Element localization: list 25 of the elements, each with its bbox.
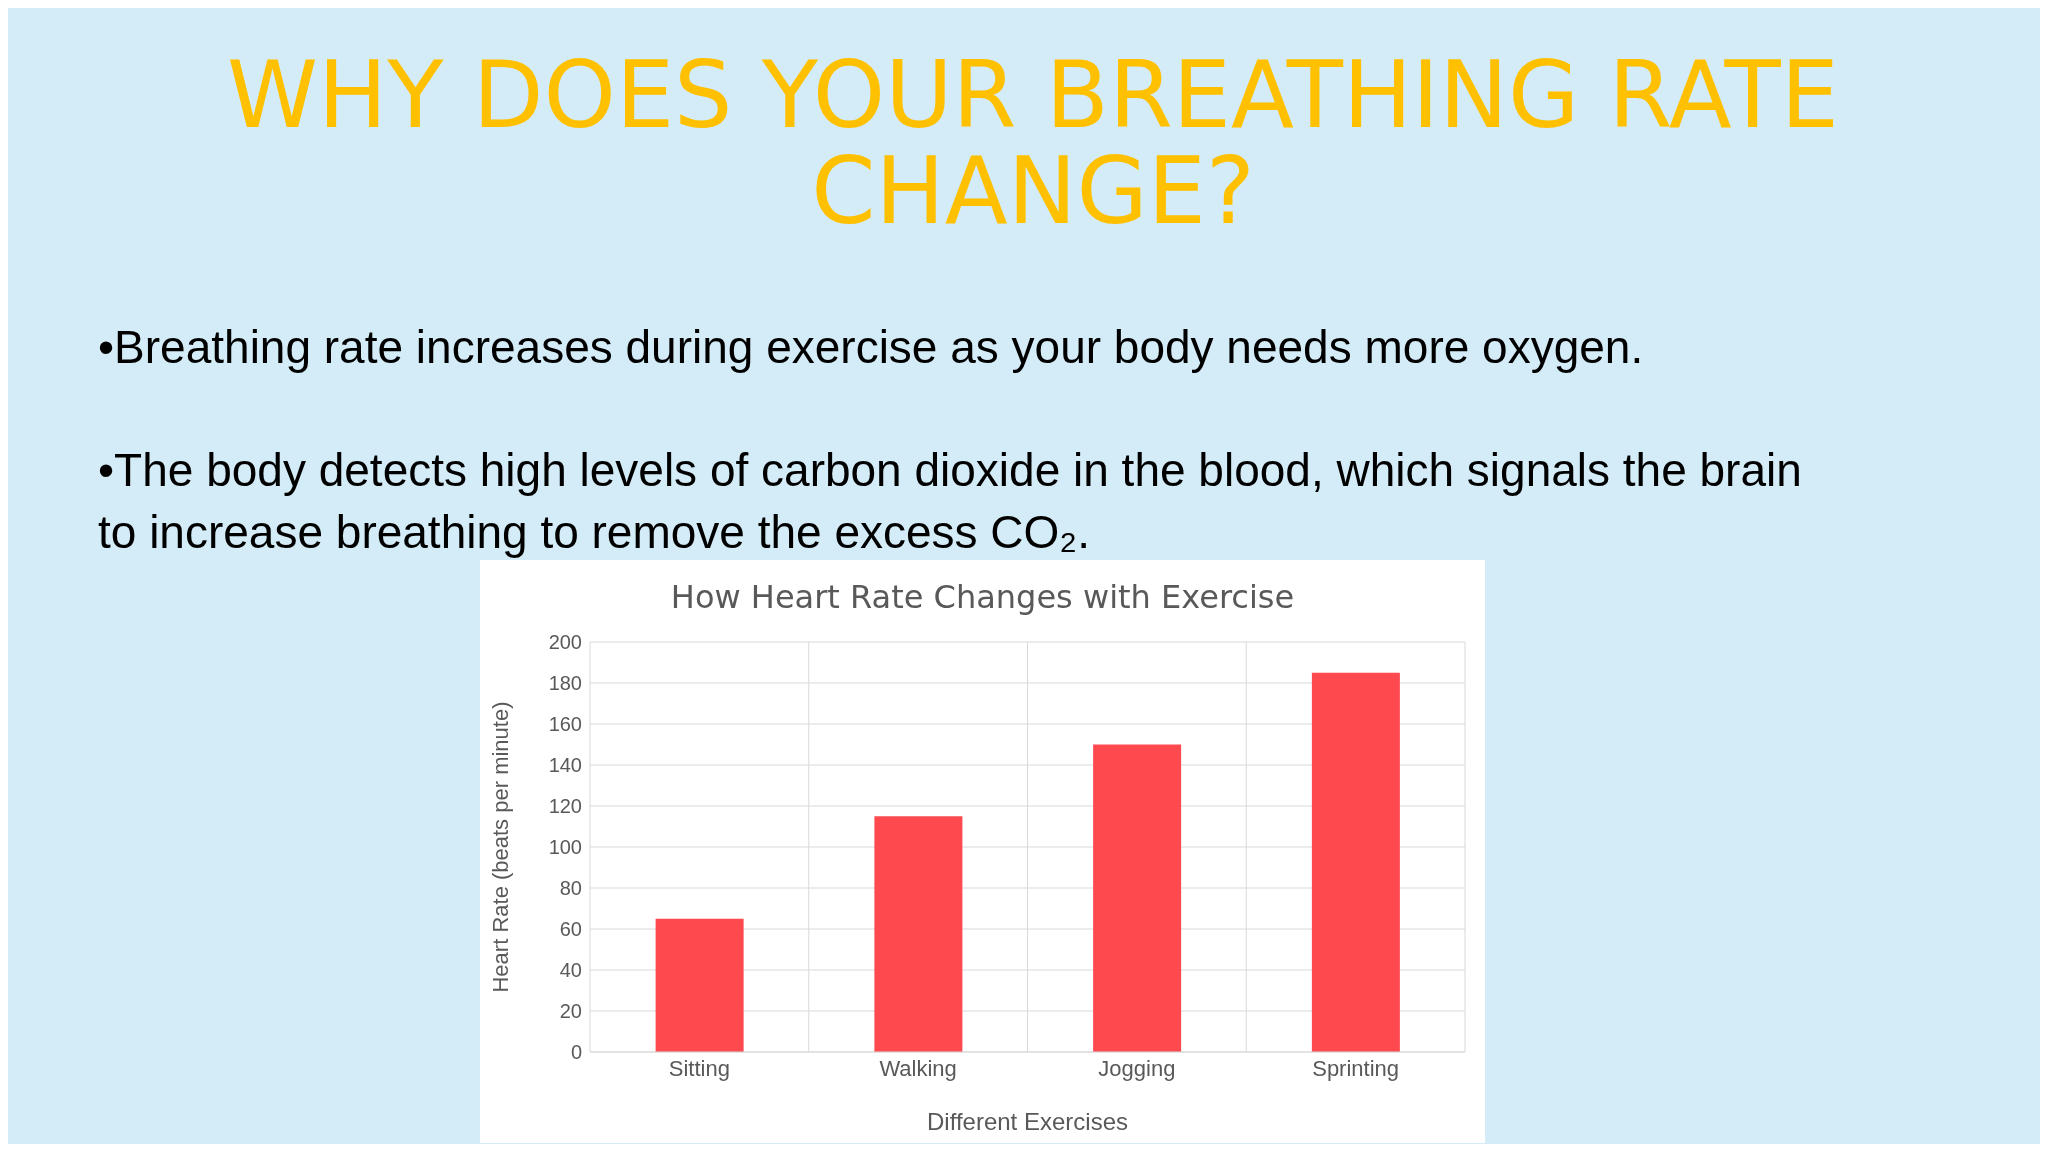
text: •The body detects high levels of carbon dioxide in the blood, which signals the brain to increase breathing to remove the excess CO₂. <box>98 443 1803 560</box>
y-tick-label: 80 <box>559 877 582 900</box>
y-tick-label: 120 <box>548 795 582 818</box>
x-tick-label: Sitting <box>668 1055 730 1081</box>
y-tick-label: 0 <box>570 1041 582 1064</box>
bar <box>655 918 744 1052</box>
x-tick-label: Jogging <box>1098 1055 1176 1081</box>
x-axis-title: Different Exercises <box>927 1108 1128 1135</box>
chart-subtitle: How Heart Rate Changes with Exercise <box>669 578 1296 618</box>
y-tick-label: 40 <box>559 959 582 982</box>
bar <box>1311 672 1400 1052</box>
y-tick-label: 180 <box>548 672 582 695</box>
y-tick-label: 20 <box>559 1000 582 1023</box>
x-tick-label: Sprinting <box>1312 1055 1400 1081</box>
y-tick-label: 100 <box>548 836 582 859</box>
chart-title: WHY DOES YOUR BREATHING RATE CHANGE? <box>226 42 1840 245</box>
y-tick-label: 140 <box>548 754 582 777</box>
y-tick-label: 60 <box>559 918 582 941</box>
x-tick-label: Walking <box>879 1055 957 1081</box>
y-tick-label: 160 <box>548 713 582 736</box>
bar <box>874 816 963 1052</box>
y-axis-title: Heart Rate (beats per minute) <box>487 701 513 993</box>
text: •Breathing rate increases during exercise as your body needs more oxygen. <box>98 320 1645 375</box>
y-tick-label: 200 <box>548 631 582 654</box>
bar <box>1093 744 1182 1052</box>
